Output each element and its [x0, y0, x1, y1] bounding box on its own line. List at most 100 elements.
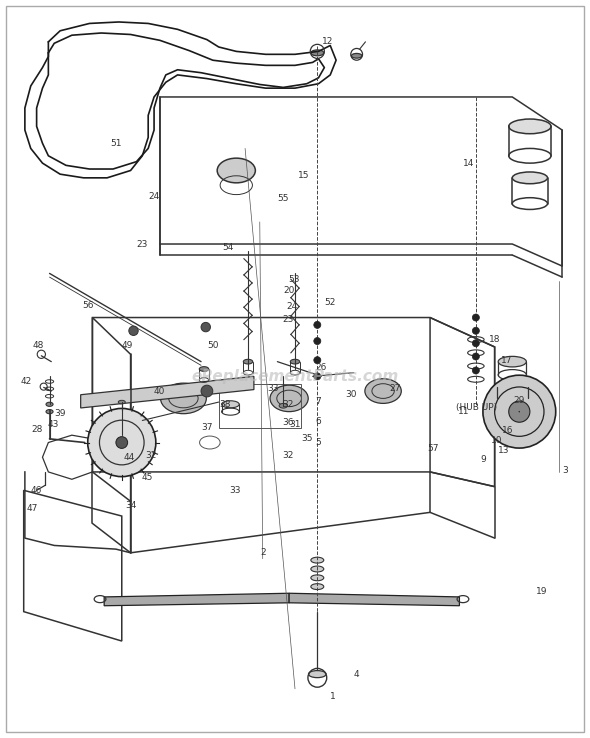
Text: 9: 9 — [480, 455, 486, 464]
Circle shape — [314, 321, 321, 328]
Ellipse shape — [498, 356, 526, 367]
Ellipse shape — [311, 584, 324, 590]
Text: 31: 31 — [289, 420, 301, 429]
Text: 14: 14 — [463, 159, 474, 168]
Text: 54: 54 — [222, 244, 233, 252]
Ellipse shape — [46, 410, 53, 414]
Text: 32: 32 — [146, 450, 157, 460]
Text: 5: 5 — [316, 438, 322, 447]
Text: 2: 2 — [260, 548, 266, 557]
Ellipse shape — [311, 575, 324, 581]
Ellipse shape — [46, 402, 53, 407]
Text: 10: 10 — [491, 436, 502, 445]
Ellipse shape — [199, 367, 209, 371]
Ellipse shape — [243, 359, 253, 364]
Text: (HUB UP): (HUB UP) — [457, 404, 497, 413]
Text: 16: 16 — [502, 427, 513, 435]
Circle shape — [116, 437, 127, 449]
Text: 33: 33 — [267, 384, 279, 393]
Text: 43: 43 — [47, 420, 59, 429]
Text: 49: 49 — [122, 341, 133, 350]
Text: 15: 15 — [298, 171, 310, 180]
Text: 38: 38 — [219, 400, 230, 409]
Text: 24: 24 — [286, 302, 298, 311]
Text: 1: 1 — [330, 692, 336, 700]
Ellipse shape — [118, 437, 125, 441]
Ellipse shape — [352, 53, 362, 58]
Circle shape — [314, 356, 321, 364]
Circle shape — [129, 326, 138, 336]
Circle shape — [314, 373, 321, 380]
Text: 56: 56 — [83, 300, 94, 309]
Circle shape — [473, 353, 480, 360]
Text: 26: 26 — [316, 363, 327, 372]
Text: 30: 30 — [345, 390, 356, 399]
Ellipse shape — [497, 382, 527, 393]
Text: 17: 17 — [501, 356, 512, 365]
Text: 39: 39 — [54, 409, 66, 418]
Text: 42: 42 — [21, 377, 32, 386]
Text: 52: 52 — [324, 298, 336, 307]
Text: 47: 47 — [26, 504, 38, 513]
Text: 51: 51 — [110, 139, 122, 148]
Text: 29: 29 — [514, 396, 525, 405]
Ellipse shape — [160, 383, 206, 414]
Circle shape — [473, 327, 480, 334]
Circle shape — [509, 401, 530, 422]
Text: 36: 36 — [282, 418, 294, 427]
Text: 13: 13 — [498, 446, 509, 455]
Ellipse shape — [512, 172, 548, 184]
Ellipse shape — [222, 401, 239, 408]
Ellipse shape — [279, 404, 287, 408]
Text: 55: 55 — [277, 194, 289, 203]
Text: 32: 32 — [282, 450, 294, 460]
Polygon shape — [104, 593, 289, 606]
Text: 11: 11 — [458, 407, 470, 416]
Text: 37: 37 — [201, 424, 212, 432]
Text: 12: 12 — [322, 38, 333, 46]
Text: 20: 20 — [283, 286, 295, 295]
Text: 23: 23 — [137, 240, 148, 249]
Circle shape — [201, 323, 211, 332]
Text: 48: 48 — [32, 341, 44, 350]
Text: 7: 7 — [316, 397, 322, 406]
Text: 4: 4 — [354, 669, 359, 679]
Circle shape — [473, 314, 480, 321]
Text: 35: 35 — [301, 434, 313, 443]
Text: 46: 46 — [31, 486, 42, 494]
Text: 19: 19 — [536, 587, 548, 596]
Text: 34: 34 — [125, 501, 136, 510]
Ellipse shape — [311, 50, 324, 56]
Ellipse shape — [118, 400, 125, 404]
Text: 40: 40 — [153, 387, 165, 396]
Text: 27: 27 — [389, 384, 401, 393]
Text: 33: 33 — [230, 486, 241, 494]
Circle shape — [473, 339, 480, 347]
Text: 44: 44 — [124, 452, 135, 462]
Ellipse shape — [309, 671, 326, 677]
Text: 23: 23 — [282, 315, 294, 324]
Ellipse shape — [311, 566, 324, 572]
Ellipse shape — [290, 359, 300, 364]
Text: 50: 50 — [207, 341, 218, 350]
Text: 57: 57 — [427, 444, 439, 453]
Ellipse shape — [509, 119, 551, 134]
Polygon shape — [81, 376, 254, 408]
Text: 32: 32 — [282, 400, 294, 409]
Circle shape — [473, 367, 480, 374]
Ellipse shape — [311, 557, 324, 563]
Text: 6: 6 — [316, 418, 322, 427]
Circle shape — [483, 375, 556, 448]
Text: 3: 3 — [562, 466, 568, 475]
Text: 28: 28 — [31, 425, 42, 434]
Text: 53: 53 — [288, 275, 300, 284]
Text: 24: 24 — [149, 192, 160, 201]
Ellipse shape — [217, 158, 255, 183]
Ellipse shape — [270, 385, 308, 412]
Circle shape — [314, 337, 321, 345]
Text: 45: 45 — [142, 473, 153, 483]
Polygon shape — [289, 593, 460, 606]
Ellipse shape — [365, 379, 401, 404]
Circle shape — [88, 408, 156, 477]
Circle shape — [201, 385, 213, 397]
